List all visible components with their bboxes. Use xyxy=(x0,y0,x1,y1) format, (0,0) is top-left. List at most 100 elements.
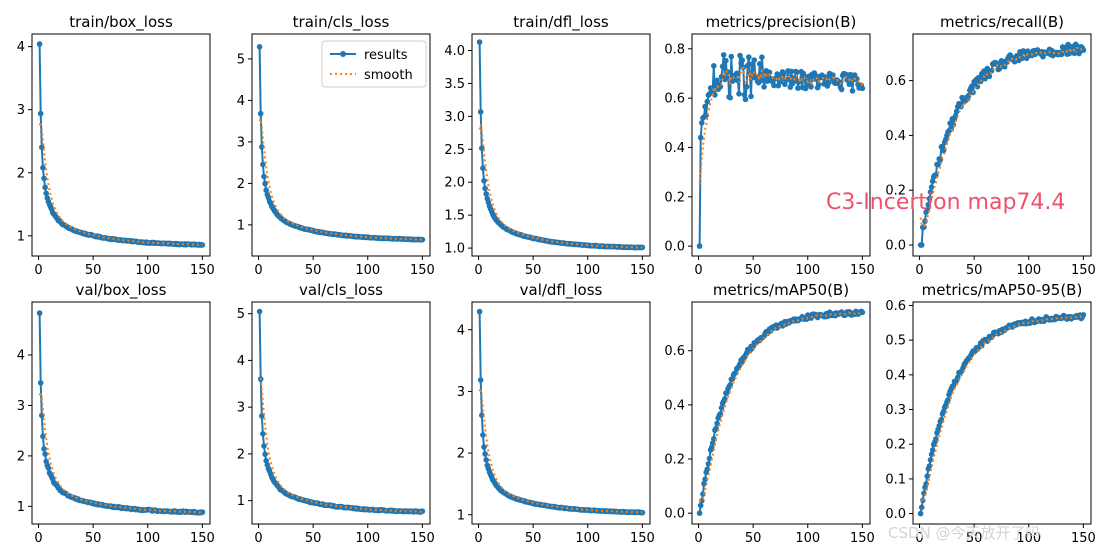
subplot-title: metrics/precision(B) xyxy=(706,13,857,31)
result-point xyxy=(419,236,426,243)
result-point xyxy=(262,180,268,187)
result-point xyxy=(481,178,487,184)
result-point xyxy=(927,189,934,195)
result-point xyxy=(756,61,763,67)
results-line xyxy=(38,44,203,247)
axes-frame xyxy=(471,33,651,257)
result-point xyxy=(748,93,754,100)
result-point xyxy=(953,108,960,115)
result-point xyxy=(935,161,941,168)
x-tick-label: 100 xyxy=(795,531,820,546)
subplot-p1: train/cls_loss 0 50 100 150 1 2 3 4 5 results smoot… xyxy=(237,13,435,278)
result-point xyxy=(741,92,748,98)
result-point xyxy=(697,502,704,509)
result-point xyxy=(36,41,43,47)
y-tick-label: 4 xyxy=(237,354,245,369)
result-point xyxy=(945,397,951,403)
y-tick-label: 1 xyxy=(237,218,245,233)
result-point xyxy=(697,134,704,141)
y-tick-label: 5 xyxy=(237,307,245,322)
y-tick-label: 3 xyxy=(17,399,25,414)
result-point xyxy=(926,195,933,202)
y-tick-label: 4 xyxy=(17,348,25,363)
x-tick-label: 50 xyxy=(966,263,983,278)
x-tick-label: 0 xyxy=(474,263,482,278)
y-tick-label: 2 xyxy=(237,177,245,192)
result-point xyxy=(37,110,44,117)
result-point xyxy=(1071,50,1078,57)
smooth-line xyxy=(38,391,203,514)
result-point xyxy=(759,54,765,60)
result-point xyxy=(699,120,705,126)
subplot-p5: val/box_loss 0 50 100 150 1 2 3 4 xyxy=(17,281,215,546)
results-markers xyxy=(36,41,206,248)
x-tick-label: 50 xyxy=(305,531,322,546)
y-tick-label: 1 xyxy=(457,508,465,523)
result-point xyxy=(1058,51,1065,58)
legend: results smooth xyxy=(321,40,427,88)
result-point xyxy=(720,52,727,58)
result-point xyxy=(480,432,486,438)
subplot-p2: train/dfl_loss 0 50 100 150 1.0 1.5 2.0 2.5 3.0 3.… xyxy=(444,13,654,278)
result-point xyxy=(41,175,47,182)
subplot-p0: train/box_loss 0 50 100 150 1 2 3 4 xyxy=(17,13,215,278)
axes-frame xyxy=(251,301,431,525)
result-point xyxy=(849,88,856,94)
result-point xyxy=(476,39,483,45)
result-point xyxy=(723,57,729,64)
x-tick-label: 50 xyxy=(745,263,762,278)
x-tick-label: 100 xyxy=(355,263,380,278)
x-tick-label: 100 xyxy=(575,263,600,278)
y-tick-label: 4.0 xyxy=(444,44,465,59)
result-point xyxy=(808,84,814,90)
result-point xyxy=(736,91,742,97)
results-line xyxy=(258,311,423,514)
x-tick-label: 50 xyxy=(525,263,542,278)
result-point xyxy=(718,405,725,411)
y-tick-label: 0.4 xyxy=(664,398,685,413)
results-line xyxy=(478,42,643,249)
result-point xyxy=(728,53,735,60)
result-point xyxy=(918,242,925,248)
axes-frame xyxy=(912,301,1092,525)
results-markers xyxy=(696,308,866,516)
result-point xyxy=(711,63,717,69)
smooth-line xyxy=(919,315,1084,504)
y-tick-label: 5 xyxy=(237,52,245,67)
result-point xyxy=(952,112,959,119)
result-point xyxy=(825,80,832,86)
result-point xyxy=(788,68,795,75)
result-point xyxy=(477,109,484,115)
subplot-title: train/dfl_loss xyxy=(513,13,609,32)
x-tick-label: 100 xyxy=(1016,263,1041,278)
y-tick-label: 0.6 xyxy=(664,344,685,359)
result-point xyxy=(477,377,484,383)
y-tick-label: 3 xyxy=(237,401,245,416)
subplot-title: metrics/mAP50(B) xyxy=(713,281,849,299)
results-markers xyxy=(696,52,866,249)
result-point xyxy=(743,84,750,90)
result-point xyxy=(41,446,47,452)
x-tick-label: 100 xyxy=(1016,531,1041,546)
result-point xyxy=(704,466,711,473)
result-point xyxy=(859,85,866,92)
y-tick-label: 3.5 xyxy=(444,77,465,92)
result-point xyxy=(260,161,266,168)
y-tick-label: 0.0 xyxy=(885,507,906,522)
smooth-line xyxy=(259,378,423,513)
result-point xyxy=(815,82,822,88)
result-point xyxy=(199,242,206,248)
y-tick-label: 4 xyxy=(457,323,465,338)
result-point xyxy=(926,463,933,469)
y-tick-label: 3.0 xyxy=(444,110,465,125)
result-point xyxy=(701,480,707,487)
result-point xyxy=(702,476,708,483)
result-point xyxy=(775,82,782,89)
result-point xyxy=(735,77,741,84)
results-line xyxy=(478,311,643,514)
result-point xyxy=(1066,50,1072,57)
result-point xyxy=(37,380,44,386)
axes-frame xyxy=(471,301,651,525)
axes-frame xyxy=(912,33,1092,257)
